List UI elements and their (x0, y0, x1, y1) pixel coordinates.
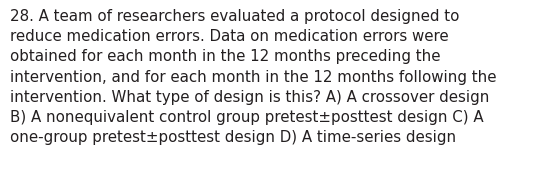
Text: 28. A team of researchers evaluated a protocol designed to
reduce medication err: 28. A team of researchers evaluated a pr… (10, 9, 497, 145)
